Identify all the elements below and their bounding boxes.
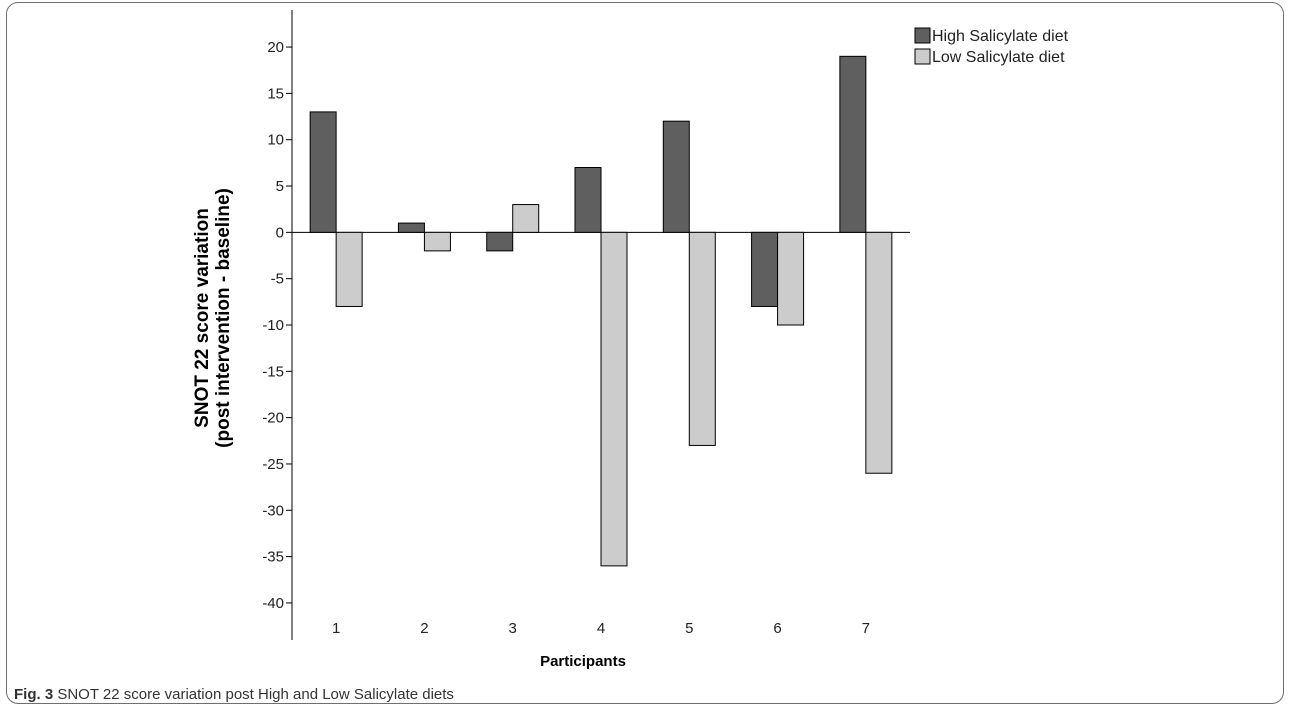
x-axis: 1 2 3 4 5 6 7 bbox=[332, 620, 870, 637]
y-tick-label: -20 bbox=[262, 410, 284, 427]
bar-low-5 bbox=[688, 231, 716, 446]
x-axis-label: Participants bbox=[540, 653, 626, 670]
figure-frame bbox=[6, 2, 1284, 704]
y-axis-label-line2: (post intervention - baseline) bbox=[213, 188, 234, 448]
y-tick-label: 20 bbox=[267, 39, 284, 56]
legend-swatch bbox=[914, 27, 931, 44]
bar-low-1 bbox=[335, 231, 363, 307]
y-tick-label: 0 bbox=[276, 224, 284, 241]
x-tick-label: 3 bbox=[509, 620, 517, 637]
bar-high-4 bbox=[574, 167, 602, 233]
y-axis-label-line1: SNOT 22 score variation bbox=[192, 208, 213, 428]
bar-high-3 bbox=[486, 231, 514, 252]
caption-text: SNOT 22 score variation post High and Lo… bbox=[57, 686, 454, 703]
x-tick-label: 4 bbox=[597, 620, 605, 637]
figure-caption: Fig. 3 SNOT 22 score variation post High… bbox=[14, 686, 454, 703]
bar-high-2 bbox=[397, 222, 425, 233]
legend-swatch bbox=[914, 48, 931, 65]
legend-label: Low Salicylate diet bbox=[932, 49, 1065, 66]
bar-high-7 bbox=[839, 55, 867, 233]
x-tick-label: 5 bbox=[685, 620, 693, 637]
x-tick-label: 2 bbox=[420, 620, 428, 637]
bar-high-1 bbox=[309, 111, 337, 233]
bars bbox=[309, 55, 893, 567]
x-tick-label: 6 bbox=[773, 620, 781, 637]
bar-high-5 bbox=[662, 120, 690, 233]
y-tick-label: 10 bbox=[267, 132, 284, 149]
y-tick-label: -35 bbox=[262, 549, 284, 566]
legend: High Salicylate diet Low Salicylate diet bbox=[914, 27, 1069, 66]
y-tick-label: -30 bbox=[262, 502, 284, 519]
bar-low-3 bbox=[512, 204, 540, 233]
legend-label: High Salicylate diet bbox=[932, 28, 1069, 45]
x-tick-label: 1 bbox=[332, 620, 340, 637]
y-tick-label: -40 bbox=[262, 595, 284, 612]
bar-low-4 bbox=[600, 231, 628, 567]
bar-low-2 bbox=[423, 231, 451, 252]
bar-high-6 bbox=[751, 231, 779, 307]
y-tick-label: -15 bbox=[262, 363, 284, 380]
bar-low-7 bbox=[865, 231, 893, 474]
bar-low-6 bbox=[777, 231, 805, 326]
y-tick-label: -5 bbox=[271, 271, 284, 288]
y-tick-label: -25 bbox=[262, 456, 284, 473]
y-tick-label: 5 bbox=[276, 178, 284, 195]
caption-label: Fig. 3 bbox=[14, 686, 54, 703]
y-tick-label: 15 bbox=[267, 85, 284, 102]
x-tick-label: 7 bbox=[862, 620, 870, 637]
y-tick-label: -10 bbox=[262, 317, 284, 334]
